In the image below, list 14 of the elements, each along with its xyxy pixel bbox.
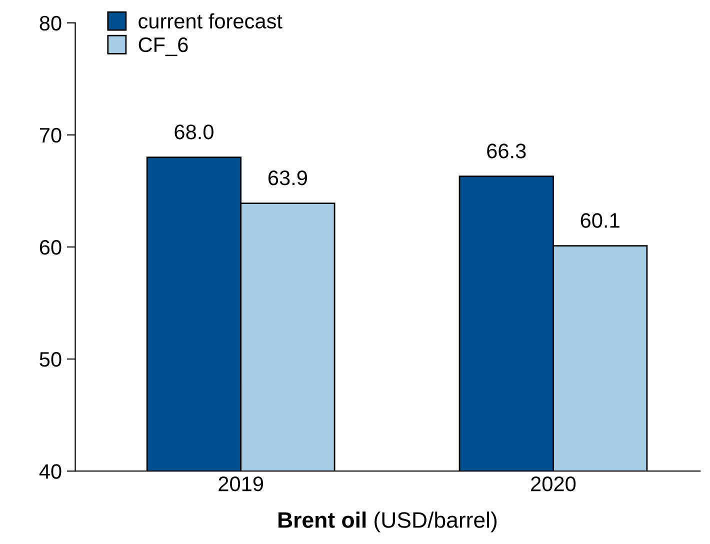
data-label: 63.9 <box>268 170 307 186</box>
legend-label: current forecast <box>138 13 282 29</box>
data-label: 68.0 <box>174 124 214 140</box>
x-axis-title: Brent oil (USD/barrel) <box>278 512 497 532</box>
y-tick-label: 80 <box>40 16 62 31</box>
legend-label: CF_6 <box>138 37 188 56</box>
x-tick-label: 2019 <box>218 476 264 492</box>
data-label: 66.3 <box>487 144 526 158</box>
y-tick-label: 60 <box>40 240 62 255</box>
y-tick-label: 50 <box>40 352 62 367</box>
y-tick-label: 40 <box>39 464 62 479</box>
x-tick-label: 2020 <box>531 476 576 492</box>
y-tick-label: 70 <box>40 128 62 143</box>
data-label: 60.1 <box>580 213 620 228</box>
